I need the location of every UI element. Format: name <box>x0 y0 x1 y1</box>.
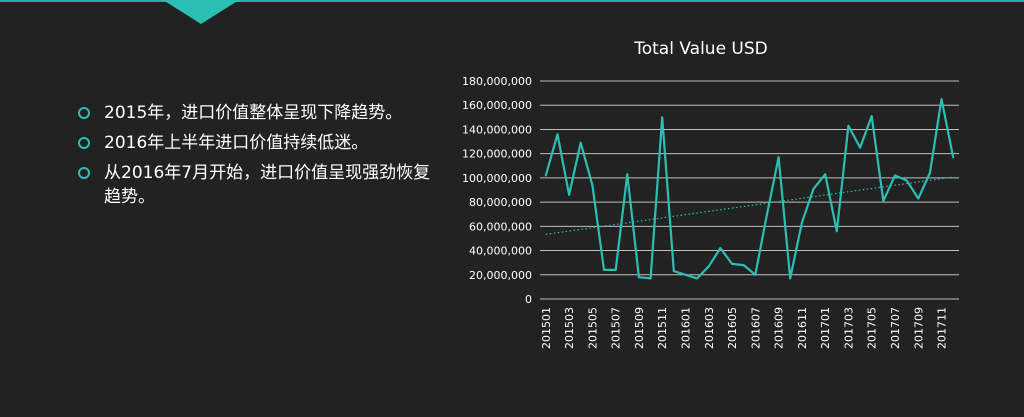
total-value-line-chart: Total Value USD 0 20,000,000 40,000,000 60,… <box>462 39 959 349</box>
chart-title: Total Value USD <box>633 39 768 59</box>
data-point <box>847 124 850 127</box>
x-tick-label: 201601 <box>679 307 692 349</box>
x-tick-label: 201605 <box>726 307 739 349</box>
x-tick-label: 201503 <box>563 307 576 349</box>
y-tick-label: 140,000,000 <box>462 123 532 136</box>
bullet-item-2015: 2015年，进口价值整体呈现下降趋势。 <box>78 101 438 125</box>
y-tick-label: 180,000,000 <box>462 75 532 88</box>
data-point <box>952 156 955 159</box>
circle-bullet-icon <box>78 137 90 149</box>
data-point <box>568 193 571 196</box>
data-point <box>707 265 710 268</box>
x-tick-label: 201511 <box>656 307 669 349</box>
data-point <box>556 133 559 136</box>
bullet-item-2016-h2: 从2016年7月开始，进口价值呈现强劲恢复趋势。 <box>78 161 438 209</box>
x-tick-label: 201703 <box>842 307 855 349</box>
x-tick-label: 201507 <box>610 307 623 349</box>
top-accent-line <box>0 0 1024 2</box>
x-tick-label: 201609 <box>773 307 786 349</box>
y-tick-label: 60,000,000 <box>469 220 532 233</box>
bullet-item-2016-h1: 2016年上半年进口价值持续低迷。 <box>78 131 438 155</box>
x-tick-label: 201709 <box>912 307 925 349</box>
data-point <box>684 273 687 276</box>
data-point <box>800 221 803 224</box>
y-tick-label: 100,000,000 <box>462 172 532 185</box>
x-tick-label: 201705 <box>866 307 879 349</box>
data-point <box>835 230 838 233</box>
data-point <box>649 277 652 280</box>
x-tick-label: 201603 <box>703 307 716 349</box>
series-layer <box>544 98 955 280</box>
data-point <box>696 277 699 280</box>
data-point <box>859 146 862 149</box>
data-point <box>812 187 815 190</box>
data-point <box>882 199 885 202</box>
x-tick-label: 201607 <box>749 307 762 349</box>
trendline-layer <box>545 176 954 235</box>
data-point <box>614 268 617 271</box>
y-tick-label: 0 <box>525 293 532 306</box>
data-point <box>637 276 640 279</box>
gridlines <box>540 80 959 300</box>
bullet-text: 2016年上半年进口价值持续低迷。 <box>104 133 369 153</box>
data-point <box>731 262 734 265</box>
data-point <box>626 173 629 176</box>
data-point <box>824 173 827 176</box>
data-point <box>928 172 931 175</box>
data-point <box>917 197 920 200</box>
x-tick-label: 201701 <box>819 307 832 349</box>
x-tick-label: 201707 <box>889 307 902 349</box>
series-line <box>544 98 955 280</box>
top-accent-tab <box>163 0 239 24</box>
y-tick-label: 160,000,000 <box>462 99 532 112</box>
data-point <box>789 277 792 280</box>
data-point <box>905 179 908 182</box>
bullet-text: 从2016年7月开始，进口价值呈现强劲恢复趋势。 <box>104 163 431 207</box>
data-point <box>719 247 722 250</box>
data-point <box>591 184 594 187</box>
summary-bullet-list: 2015年，进口价值整体呈现下降趋势。 2016年上半年进口价值持续低迷。 从2… <box>78 101 438 215</box>
x-axis-tick-labels: 201501 201503 201505 201507 201509 201511 2016… <box>540 307 949 349</box>
data-point <box>754 273 757 276</box>
x-tick-label: 201505 <box>586 307 599 349</box>
y-tick-label: 120,000,000 <box>462 148 532 161</box>
y-tick-label: 80,000,000 <box>469 196 532 209</box>
data-point <box>661 116 664 119</box>
data-point <box>544 174 547 177</box>
data-point <box>765 213 768 216</box>
circle-bullet-icon <box>78 167 90 179</box>
x-tick-label: 201509 <box>633 307 646 349</box>
data-point <box>603 268 606 271</box>
data-point <box>579 141 582 144</box>
data-point <box>893 174 896 177</box>
y-axis-tick-labels: 0 20,000,000 40,000,000 60,000,000 80,000,00… <box>462 75 532 306</box>
x-tick-label: 201711 <box>936 307 949 349</box>
y-tick-label: 20,000,000 <box>469 269 532 282</box>
data-point <box>940 98 943 101</box>
x-tick-label: 201501 <box>540 307 553 349</box>
y-tick-label: 40,000,000 <box>469 245 532 258</box>
data-point <box>672 270 675 273</box>
bullet-text: 2015年，进口价值整体呈现下降趋势。 <box>104 103 403 123</box>
circle-bullet-icon <box>78 107 90 119</box>
data-point <box>777 156 780 159</box>
trendline <box>545 176 954 235</box>
x-tick-label: 201611 <box>796 307 809 349</box>
data-point <box>742 264 745 267</box>
data-point <box>870 115 873 118</box>
